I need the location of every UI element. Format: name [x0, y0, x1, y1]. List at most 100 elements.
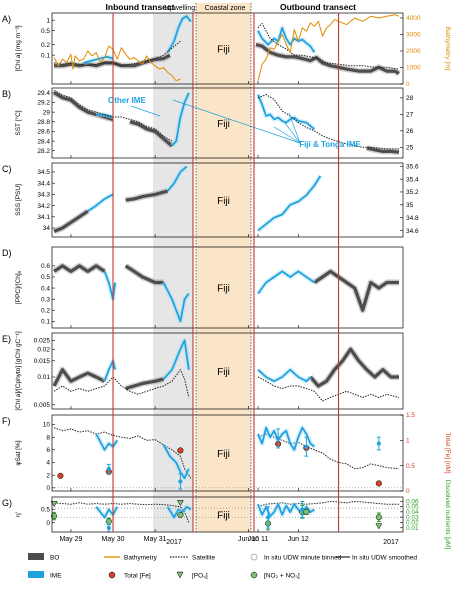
- y-tick-label: 8: [46, 434, 50, 441]
- x-tick-label: Jun 10: [238, 536, 259, 543]
- y-tick-label-right: 1: [406, 438, 410, 445]
- y-tick-label-right: 0: [406, 488, 410, 495]
- fe-marker: [177, 447, 184, 454]
- nitrate-marker: [51, 513, 58, 520]
- x-tick-label: May 31: [144, 536, 167, 543]
- legend-binned-swatch: [250, 553, 258, 561]
- annotation-pointer: [288, 112, 301, 144]
- plot-area: [53, 13, 401, 82]
- legend-ime-swatch: [28, 571, 44, 578]
- y-tick-label: 34.2: [37, 203, 50, 210]
- legend-nitrate-swatch: [250, 571, 258, 579]
- y-tick-label: 34.5: [37, 169, 50, 176]
- nitrate-marker: [303, 508, 310, 515]
- nitrate-marker: [177, 511, 184, 519]
- y-tick-label: 0.5: [41, 274, 50, 281]
- y-tick-label-right: 0.01: [406, 525, 419, 532]
- y-axis-label: φSat [%]: [15, 440, 22, 465]
- y-tick-label: 34.4: [37, 180, 50, 187]
- panel-label: F): [2, 416, 11, 426]
- y-tick-label: 0.005: [34, 402, 51, 409]
- series-line-bo-smoothed: [124, 264, 164, 285]
- y-tick-label-right: 26: [406, 128, 414, 135]
- header-outbound: Outbound transect: [280, 2, 356, 12]
- nitrate-marker: [105, 518, 112, 525]
- legend-label: In situ UDW minute binned: [264, 554, 342, 561]
- coastal-zone-label: Coastal zone: [205, 5, 246, 12]
- y-tick-label: 10: [43, 422, 51, 429]
- fiji-label: Fiji: [217, 45, 230, 56]
- mean-marker: [304, 444, 309, 449]
- y-tick-label: 28.4: [37, 138, 50, 145]
- y-tick-label-right: 35.2: [406, 189, 419, 196]
- y-tick-label: 0.1: [41, 319, 50, 326]
- panel-4: 0.6 0.5 0.4 0.3 0.2 0.1 D) [PPC]/[Ch]ₐ Fiji: [2, 246, 404, 329]
- fiji-label: Fiji: [217, 119, 230, 130]
- year-label-left: 2017: [166, 539, 182, 546]
- y-tick-label-right: 35: [406, 202, 414, 209]
- mean-marker: [106, 525, 111, 531]
- mean-marker: [106, 466, 111, 471]
- panel-label: C): [2, 164, 12, 174]
- y-tick-label-right: 1000: [406, 65, 421, 72]
- y-axis-label-right: Bathymetry [m]: [444, 27, 451, 71]
- series-line-satellite: [54, 502, 190, 523]
- po4-marker: [375, 523, 383, 530]
- fiji-label: Fiji: [217, 196, 230, 207]
- legend-label: Satellite: [192, 554, 216, 561]
- y-tick-label-right: 27: [406, 112, 414, 119]
- panel-frame: [51, 332, 404, 410]
- y-tick-label: 29.2: [37, 100, 50, 107]
- x-tick-label: May 29: [59, 536, 82, 543]
- series-line-ime-smoothed: [257, 368, 312, 383]
- series-line-satellite: [257, 23, 400, 70]
- series-line-bo-smoothed: [129, 120, 174, 148]
- series-line-bathymetry: [257, 14, 400, 81]
- po4-marker: [176, 500, 184, 507]
- y-tick-label: 0.2: [41, 42, 50, 49]
- panel-2: 29.4 29.2 29 28.8 28.6 28.4 28.2 28 27 26 25 B) SST …: [2, 87, 414, 159]
- y-tick-label-right: 35.4: [406, 176, 419, 183]
- legend-label: [NO₂ + NO₃]: [264, 572, 300, 579]
- plot-area: [52, 337, 400, 402]
- upwelling-label: Upwelling: [165, 5, 195, 12]
- series-line-bo-smoothed: [309, 347, 399, 388]
- series-line-ime-smoothed: [257, 94, 315, 130]
- series-line-satellite: [257, 433, 400, 470]
- series-line-ime-smoothed: [103, 359, 116, 382]
- y-tick-label: 28.6: [37, 129, 50, 136]
- y-tick-label-right: 1.5: [406, 412, 415, 419]
- x-tick-label: May 30: [102, 536, 125, 543]
- series-line-ime-smoothed: [167, 165, 188, 192]
- y-tick-label-right: 0.05: [406, 504, 419, 511]
- series-line-bo-smoothed: [53, 91, 114, 121]
- y-tick-label: 0: [46, 520, 50, 527]
- series-line-bo-smoothed: [53, 209, 89, 233]
- series-line-ime-smoothed: [87, 193, 114, 212]
- y-tick-label-right: 0.03: [406, 514, 419, 521]
- mean-marker: [178, 479, 183, 484]
- panel-label: G): [2, 498, 12, 508]
- panel-frame: [51, 246, 404, 329]
- y-tick-label-right: 35.6: [406, 163, 419, 170]
- fiji-label: Fiji: [217, 284, 230, 295]
- y-tick-label: 0.3: [41, 296, 50, 303]
- annotation-pointer: [130, 105, 161, 117]
- series-line-bo-smoothed: [125, 377, 164, 391]
- y-tick-label: 6: [46, 447, 50, 454]
- y-tick-label-right: 0.04: [406, 509, 419, 516]
- y-tick-label-right: 4000: [406, 15, 421, 22]
- mean-marker: [276, 436, 281, 441]
- y-tick-label-right: 28: [406, 95, 414, 102]
- legend-label: In situ UDW smoothed: [352, 554, 417, 561]
- po4-marker: [50, 501, 58, 508]
- y-tick-label: 28.8: [37, 119, 50, 126]
- series-envelope-ime_smoothed: [255, 93, 316, 132]
- series-line-satellite: [53, 427, 192, 479]
- fiji-label: Fiji: [217, 511, 230, 522]
- series-line-ime-smoothed: [103, 271, 116, 301]
- panel-frame: [51, 496, 404, 533]
- series-line-ime-smoothed: [83, 55, 114, 64]
